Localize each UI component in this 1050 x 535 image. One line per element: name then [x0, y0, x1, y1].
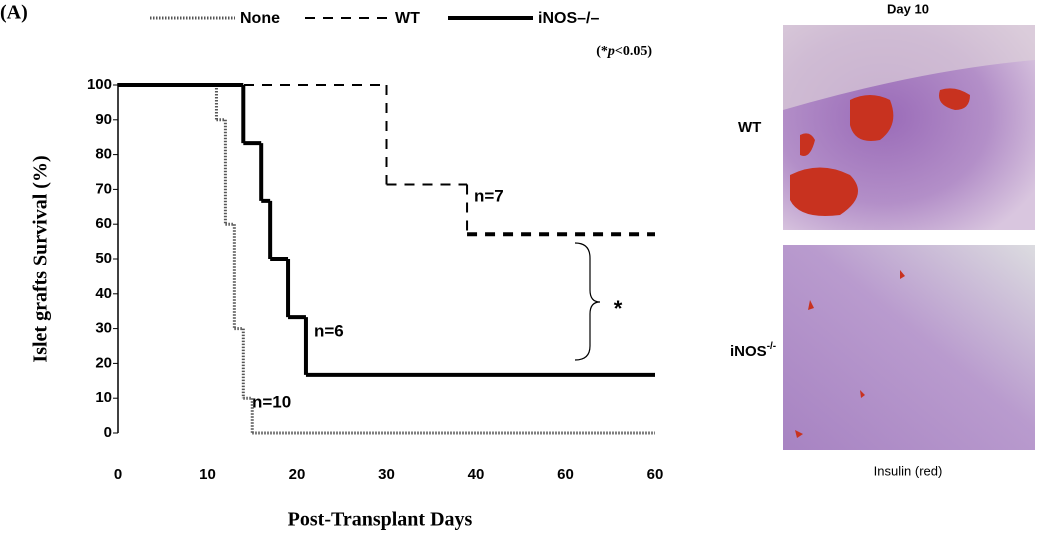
image-title: Day 10	[887, 1, 929, 16]
y-tick-label: 50	[95, 250, 112, 267]
p-value: (*p<0.05)	[596, 44, 652, 59]
annotation: n=10	[252, 392, 291, 411]
p-italic: p	[607, 44, 615, 59]
x-tick-label: 30	[378, 466, 395, 483]
x-tick-label: 60	[647, 466, 664, 483]
x-tick-label: 60	[557, 466, 574, 483]
insulin-stain	[790, 88, 970, 216]
row-label: iNOS-/-	[730, 341, 776, 360]
legend-label: WT	[395, 10, 420, 27]
image-caption: Insulin (red)	[874, 463, 943, 478]
y-tick-label: 30	[95, 320, 112, 337]
annotation: n=7	[474, 186, 504, 205]
x-tick-label: 40	[468, 466, 485, 483]
y-tick-label: 40	[95, 285, 112, 302]
x-tick-label: 10	[199, 466, 216, 483]
annotation: *	[614, 296, 623, 321]
x-tick-label: 0	[114, 466, 122, 483]
brace	[574, 242, 601, 361]
y-tick-label: 80	[95, 146, 112, 163]
y-tick-label: 60	[95, 215, 112, 232]
y-tick-label: 0	[104, 424, 112, 441]
y-tick-label: 10	[95, 389, 112, 406]
x-axis-title: Post-Transplant Days	[288, 509, 473, 531]
y-tick-label: 90	[95, 111, 112, 128]
p-rest: <0.05)	[615, 44, 652, 59]
x-tick-label: 20	[289, 466, 306, 483]
row-label-main: iNOS	[730, 343, 767, 360]
y-tick-label: 70	[95, 180, 112, 197]
y-tick-label: 20	[95, 354, 112, 371]
tissue-edge	[783, 25, 1035, 110]
y-axis-title: Islet grafts Survival (%)	[30, 155, 52, 362]
panel-label: (A)	[0, 2, 28, 24]
p-open: (*	[596, 44, 608, 59]
annotation: n=6	[314, 321, 344, 340]
micrograph	[783, 245, 1035, 450]
y-tick-label: 100	[87, 76, 112, 93]
legend-label: None	[240, 10, 280, 27]
row-label-sup: -/-	[767, 341, 776, 352]
row-label: WT	[738, 119, 761, 136]
legend-label: iNOS–/–	[538, 10, 599, 27]
